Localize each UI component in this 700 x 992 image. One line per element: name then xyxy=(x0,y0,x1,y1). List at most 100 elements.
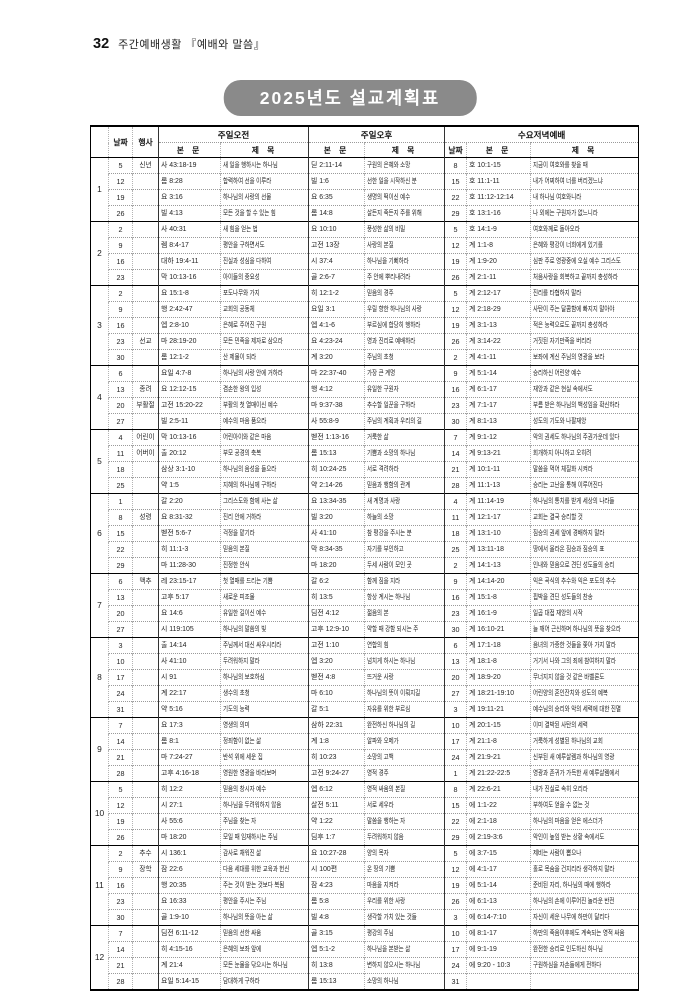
schedule-row: 28 요일 5:14-15 담대하게 구하라 롬 15:13 소망의 하나님 31 xyxy=(91,973,639,990)
am-title-cell: 새 힘을 얻는 법 xyxy=(219,221,309,238)
pm-title-cell-text: 평강의 주님 xyxy=(367,929,394,937)
date-cell: 14 xyxy=(108,733,133,750)
schedule-row: 12 롬 8:28 합력하여 선을 이루라 빌 1:6 선한 일을 시작하신 분 15 호 … xyxy=(91,173,639,190)
am-title-cell-text: 산 제물이 되라 xyxy=(223,353,257,361)
pm-ref-cell: 마 18:20 xyxy=(308,557,365,574)
pm-title-cell: 믿음의 경주 xyxy=(364,285,445,302)
month-cell: 12 xyxy=(90,925,109,990)
wed-date-cell: 21 xyxy=(444,461,467,478)
pm-title-cell-text: 사랑의 본질 xyxy=(367,241,394,249)
event-cell xyxy=(132,221,159,238)
am-title-cell-text: 믿음의 선한 싸움 xyxy=(223,929,262,937)
wed-date-cell: 25 xyxy=(444,541,467,558)
am-title-cell-text: 예수의 마음 품으라 xyxy=(223,417,267,425)
event-cell xyxy=(132,669,159,686)
am-ref-cell: 출 20:12 xyxy=(158,445,221,462)
am-title-cell-text: 진리 안에 거하라 xyxy=(223,513,262,521)
am-title-cell-text: 겸손한 왕의 입성 xyxy=(223,385,262,393)
wed-date-cell: 8 xyxy=(444,157,467,174)
am-ref-cell: 요일 5:14-15 xyxy=(158,973,221,990)
am-ref-cell: 롬 8:1 xyxy=(158,733,221,750)
wed-title-cell: 제비는 사람이 뽑으나 xyxy=(530,845,639,862)
date-cell: 6 xyxy=(108,365,133,382)
wed-title-cell-text: 제비는 사람이 뽑으나 xyxy=(533,849,582,857)
wed-ref-cell: 계 8:1-13 xyxy=(466,413,531,430)
am-title-cell-text: 영원한 영광을 바라보며 xyxy=(223,769,277,777)
wed-date-cell: 12 xyxy=(444,861,467,878)
date-cell: 31 xyxy=(108,701,133,718)
date-cell: 13 xyxy=(108,589,133,606)
schedule-row: 9 장학 잠 22:6 다음 세대를 위한 교육과 헌신 시 100편 온 땅의 기쁨 12… xyxy=(91,861,639,878)
date-cell: 14 xyxy=(108,941,133,958)
wed-ref-cell: 에 4:1-17 xyxy=(466,861,531,878)
pm-ref-cell: 골 2:6-7 xyxy=(308,269,365,286)
wed-title-cell-text: 땅에서 올라온 짐승과 짐승의 표 xyxy=(533,545,605,553)
pm-title-cell: 유일한 구원자 xyxy=(364,381,445,398)
am-title-cell: 믿음의 선한 싸움 xyxy=(219,925,309,942)
pm-title-cell: 거룩한 삶 xyxy=(364,429,445,446)
pm-title-cell: 영과 진리로 예배하라 xyxy=(364,333,445,350)
pm-title-cell-text: 믿음의 경주 xyxy=(367,289,394,297)
pm-title-cell-text: 말씀을 행하는 자 xyxy=(367,817,406,825)
date-cell: 30 xyxy=(108,909,133,926)
wed-title-cell: 사탄이 주는 달콤함에 빠지지 말아야 xyxy=(530,301,639,318)
wed-title-cell-text: 진리를 타협하지 말라 xyxy=(533,289,582,297)
wed-ref-cell: 에 9:20 - 10:3 xyxy=(466,957,531,974)
date-cell: 2 xyxy=(108,845,133,862)
pm-title-cell: 넘치게 하시는 하나님 xyxy=(364,653,445,670)
pm-ref-cell: 사 41:10 xyxy=(308,525,365,542)
pm-ref-cell: 엡 6:12 xyxy=(308,781,365,798)
am-ref-cell: 고후 4:16-18 xyxy=(158,765,221,782)
wed-title-cell: 어린양의 혼인잔치와 성도의 예복 xyxy=(530,685,639,702)
date-cell: 23 xyxy=(108,269,133,286)
event-cell xyxy=(132,909,159,926)
date-col-header: 날짜 xyxy=(108,126,133,158)
pm-title-cell-text: 변하지 않으시는 하나님 xyxy=(367,961,421,969)
schedule-row: 19 사 55:6 주님을 찾는 자 약 1:22 말씀을 행하는 자 22 에 2:1-1… xyxy=(91,813,639,830)
schedule-row: 18 삼상 3:1-10 하나님의 음성을 들으라 히 10:24-25 서로 격려하라… xyxy=(91,461,639,478)
pm-ref-cell: 약 1:22 xyxy=(308,813,365,830)
header-row-columns: 본 문 제 목 본 문 제 목 날짜 본 문 제 목 xyxy=(91,142,639,158)
wed-title-cell-text: 예수님의 승리와 악의 세력에 대한 진멸 xyxy=(533,705,621,713)
am-title-cell: 은혜로 주어진 구원 xyxy=(219,317,309,334)
pm-title-cell-text: 마음을 지켜라 xyxy=(367,881,399,889)
wed-title-cell xyxy=(530,973,639,990)
pm-ref-col-header: 본 문 xyxy=(308,142,365,158)
am-ref-cell: 갈 2:20 xyxy=(158,493,221,510)
am-title-cell: 부활의 첫 열매이신 예수 xyxy=(219,397,309,414)
pm-ref-cell: 시 100편 xyxy=(308,861,365,878)
wed-title-cell-text: 신부된 새 예루살렘과 하나님의 영광 xyxy=(533,753,615,761)
am-ref-cell: 행 2:42-47 xyxy=(158,301,221,318)
wed-title-cell-text: 심판 주로 영광중에 오실 예수 그리스도 xyxy=(533,257,621,265)
wed-title-cell: 부름 받은 하나님의 백성임을 확신하라 xyxy=(530,397,639,414)
date-cell: 21 xyxy=(108,957,133,974)
am-title-cell-text: 정죄함이 없는 삶 xyxy=(223,737,262,745)
pm-ref-cell: 고전 9:24-27 xyxy=(308,765,365,782)
am-title-cell: 부모 공경의 축복 xyxy=(219,445,309,462)
pm-title-cell: 생각할 가치 있는 것들 xyxy=(364,909,445,926)
wed-date-cell: 3 xyxy=(444,701,467,718)
am-ref-cell: 요 12:12-15 xyxy=(158,381,221,398)
sunday-pm-header: 주일오후 xyxy=(308,126,445,143)
pm-ref-cell: 계 3:20 xyxy=(308,349,365,366)
wed-ref-col-header: 본 문 xyxy=(466,142,531,158)
wed-date-cell: 15 xyxy=(444,173,467,190)
wed-title-cell: 처음사랑을 회복하고 끝까지 충성하라 xyxy=(530,269,639,286)
wed-ref-cell: 에 2:1-18 xyxy=(466,813,531,830)
date-cell: 21 xyxy=(108,749,133,766)
am-title-cell: 예수의 마음 품으라 xyxy=(219,413,309,430)
wed-date-cell: 19 xyxy=(444,877,467,894)
wed-title-cell-text: 말씀을 먹어 체질화 시켜라 xyxy=(533,465,593,473)
pm-title-cell: 부르심에 합당히 행하라 xyxy=(364,317,445,334)
pm-ref-cell: 갈 5:1 xyxy=(308,701,365,718)
pm-title-cell-text: 소망의 고백 xyxy=(367,753,394,761)
pm-title-cell: 영적 경주 xyxy=(364,765,445,782)
pm-ref-cell: 요 10:10 xyxy=(308,221,365,238)
am-title-cell-text: 평안을 구하면서도 xyxy=(223,241,265,249)
pm-title-cell: 항상 계시는 하나님 xyxy=(364,589,445,606)
wed-title-cell-text: 하만의 죽음이후에도 계속되는 영적 싸움 xyxy=(533,929,625,937)
wed-title-cell: 무너지지 않을 것 같은 바벨론도 xyxy=(530,669,639,686)
wed-title-cell: 준비된 자리, 하나님의 때에 행하라 xyxy=(530,877,639,894)
